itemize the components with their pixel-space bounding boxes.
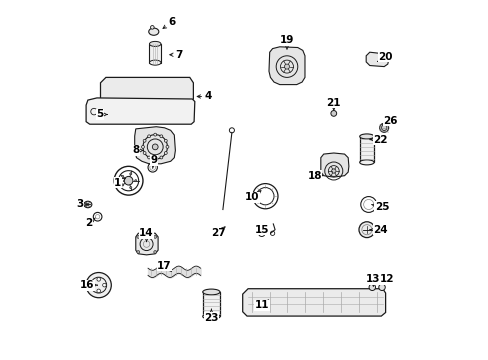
Text: 26: 26 [382, 116, 397, 126]
Ellipse shape [108, 78, 114, 84]
Polygon shape [86, 98, 194, 124]
Circle shape [129, 173, 132, 175]
Circle shape [143, 152, 146, 154]
Text: 13: 13 [366, 274, 380, 286]
Bar [186, 85, 188, 98]
Ellipse shape [381, 125, 386, 130]
Circle shape [330, 111, 336, 116]
Circle shape [153, 235, 156, 238]
Circle shape [164, 139, 167, 142]
Ellipse shape [176, 78, 182, 84]
Polygon shape [268, 47, 305, 85]
Circle shape [160, 135, 163, 138]
Text: 12: 12 [379, 274, 393, 285]
Circle shape [166, 145, 168, 148]
Circle shape [129, 186, 132, 189]
Circle shape [284, 64, 289, 69]
Text: 9: 9 [150, 155, 157, 168]
Text: 10: 10 [244, 191, 261, 202]
Circle shape [122, 184, 123, 186]
Ellipse shape [149, 60, 161, 65]
Circle shape [134, 180, 137, 182]
Ellipse shape [149, 41, 161, 46]
Circle shape [97, 289, 101, 293]
Ellipse shape [379, 123, 388, 132]
Text: 15: 15 [254, 225, 268, 235]
Bar [182, 85, 185, 98]
Ellipse shape [153, 78, 159, 84]
Text: 17: 17 [157, 261, 172, 271]
Ellipse shape [203, 289, 220, 295]
Bar [359, 136, 373, 162]
Ellipse shape [359, 160, 373, 165]
Text: 19: 19 [279, 35, 294, 49]
Ellipse shape [131, 78, 137, 84]
Text: 3: 3 [76, 199, 88, 210]
Circle shape [147, 135, 150, 138]
Circle shape [160, 156, 163, 159]
Text: 25: 25 [371, 202, 388, 212]
Text: 5: 5 [96, 109, 107, 120]
Circle shape [124, 176, 133, 185]
Text: 23: 23 [203, 309, 218, 323]
Circle shape [164, 152, 167, 154]
Circle shape [153, 158, 156, 161]
Text: 1: 1 [114, 178, 125, 188]
Circle shape [141, 145, 144, 148]
Circle shape [378, 284, 385, 291]
Circle shape [331, 169, 335, 173]
Circle shape [153, 133, 156, 136]
Bar [203, 292, 220, 316]
Text: 4: 4 [197, 91, 212, 102]
Circle shape [86, 273, 111, 298]
Text: 8: 8 [132, 145, 142, 156]
Polygon shape [134, 127, 175, 164]
Text: 16: 16 [80, 280, 97, 290]
Circle shape [147, 156, 150, 159]
Circle shape [137, 235, 140, 238]
Ellipse shape [84, 201, 92, 208]
Polygon shape [320, 153, 348, 177]
Text: 22: 22 [369, 135, 387, 145]
Circle shape [97, 278, 101, 281]
Text: 24: 24 [369, 225, 387, 235]
Ellipse shape [148, 28, 159, 35]
Circle shape [122, 175, 123, 177]
Circle shape [153, 251, 156, 253]
Text: 20: 20 [377, 52, 392, 62]
Ellipse shape [150, 26, 154, 29]
Text: 11: 11 [254, 300, 268, 310]
Bar [104, 107, 127, 117]
Ellipse shape [359, 134, 373, 139]
Bar [149, 44, 161, 63]
Circle shape [143, 139, 146, 142]
Polygon shape [242, 289, 385, 316]
Text: 7: 7 [169, 50, 183, 60]
Bar [189, 85, 192, 98]
Ellipse shape [120, 78, 125, 84]
Bar [134, 107, 158, 117]
Polygon shape [366, 52, 388, 67]
Ellipse shape [164, 78, 170, 84]
Circle shape [102, 283, 106, 287]
Text: 21: 21 [326, 98, 340, 110]
Text: 14: 14 [139, 228, 154, 242]
Text: 18: 18 [307, 171, 322, 181]
Ellipse shape [142, 78, 148, 84]
Ellipse shape [331, 112, 335, 115]
Bar [179, 85, 181, 98]
Text: 2: 2 [85, 218, 95, 228]
Circle shape [368, 284, 375, 291]
Text: 27: 27 [211, 227, 225, 238]
Circle shape [358, 222, 374, 238]
Polygon shape [101, 77, 193, 103]
Polygon shape [136, 232, 158, 255]
Circle shape [137, 251, 140, 253]
Circle shape [91, 283, 95, 287]
Ellipse shape [203, 314, 220, 319]
Text: 6: 6 [163, 17, 175, 28]
Circle shape [152, 144, 158, 150]
